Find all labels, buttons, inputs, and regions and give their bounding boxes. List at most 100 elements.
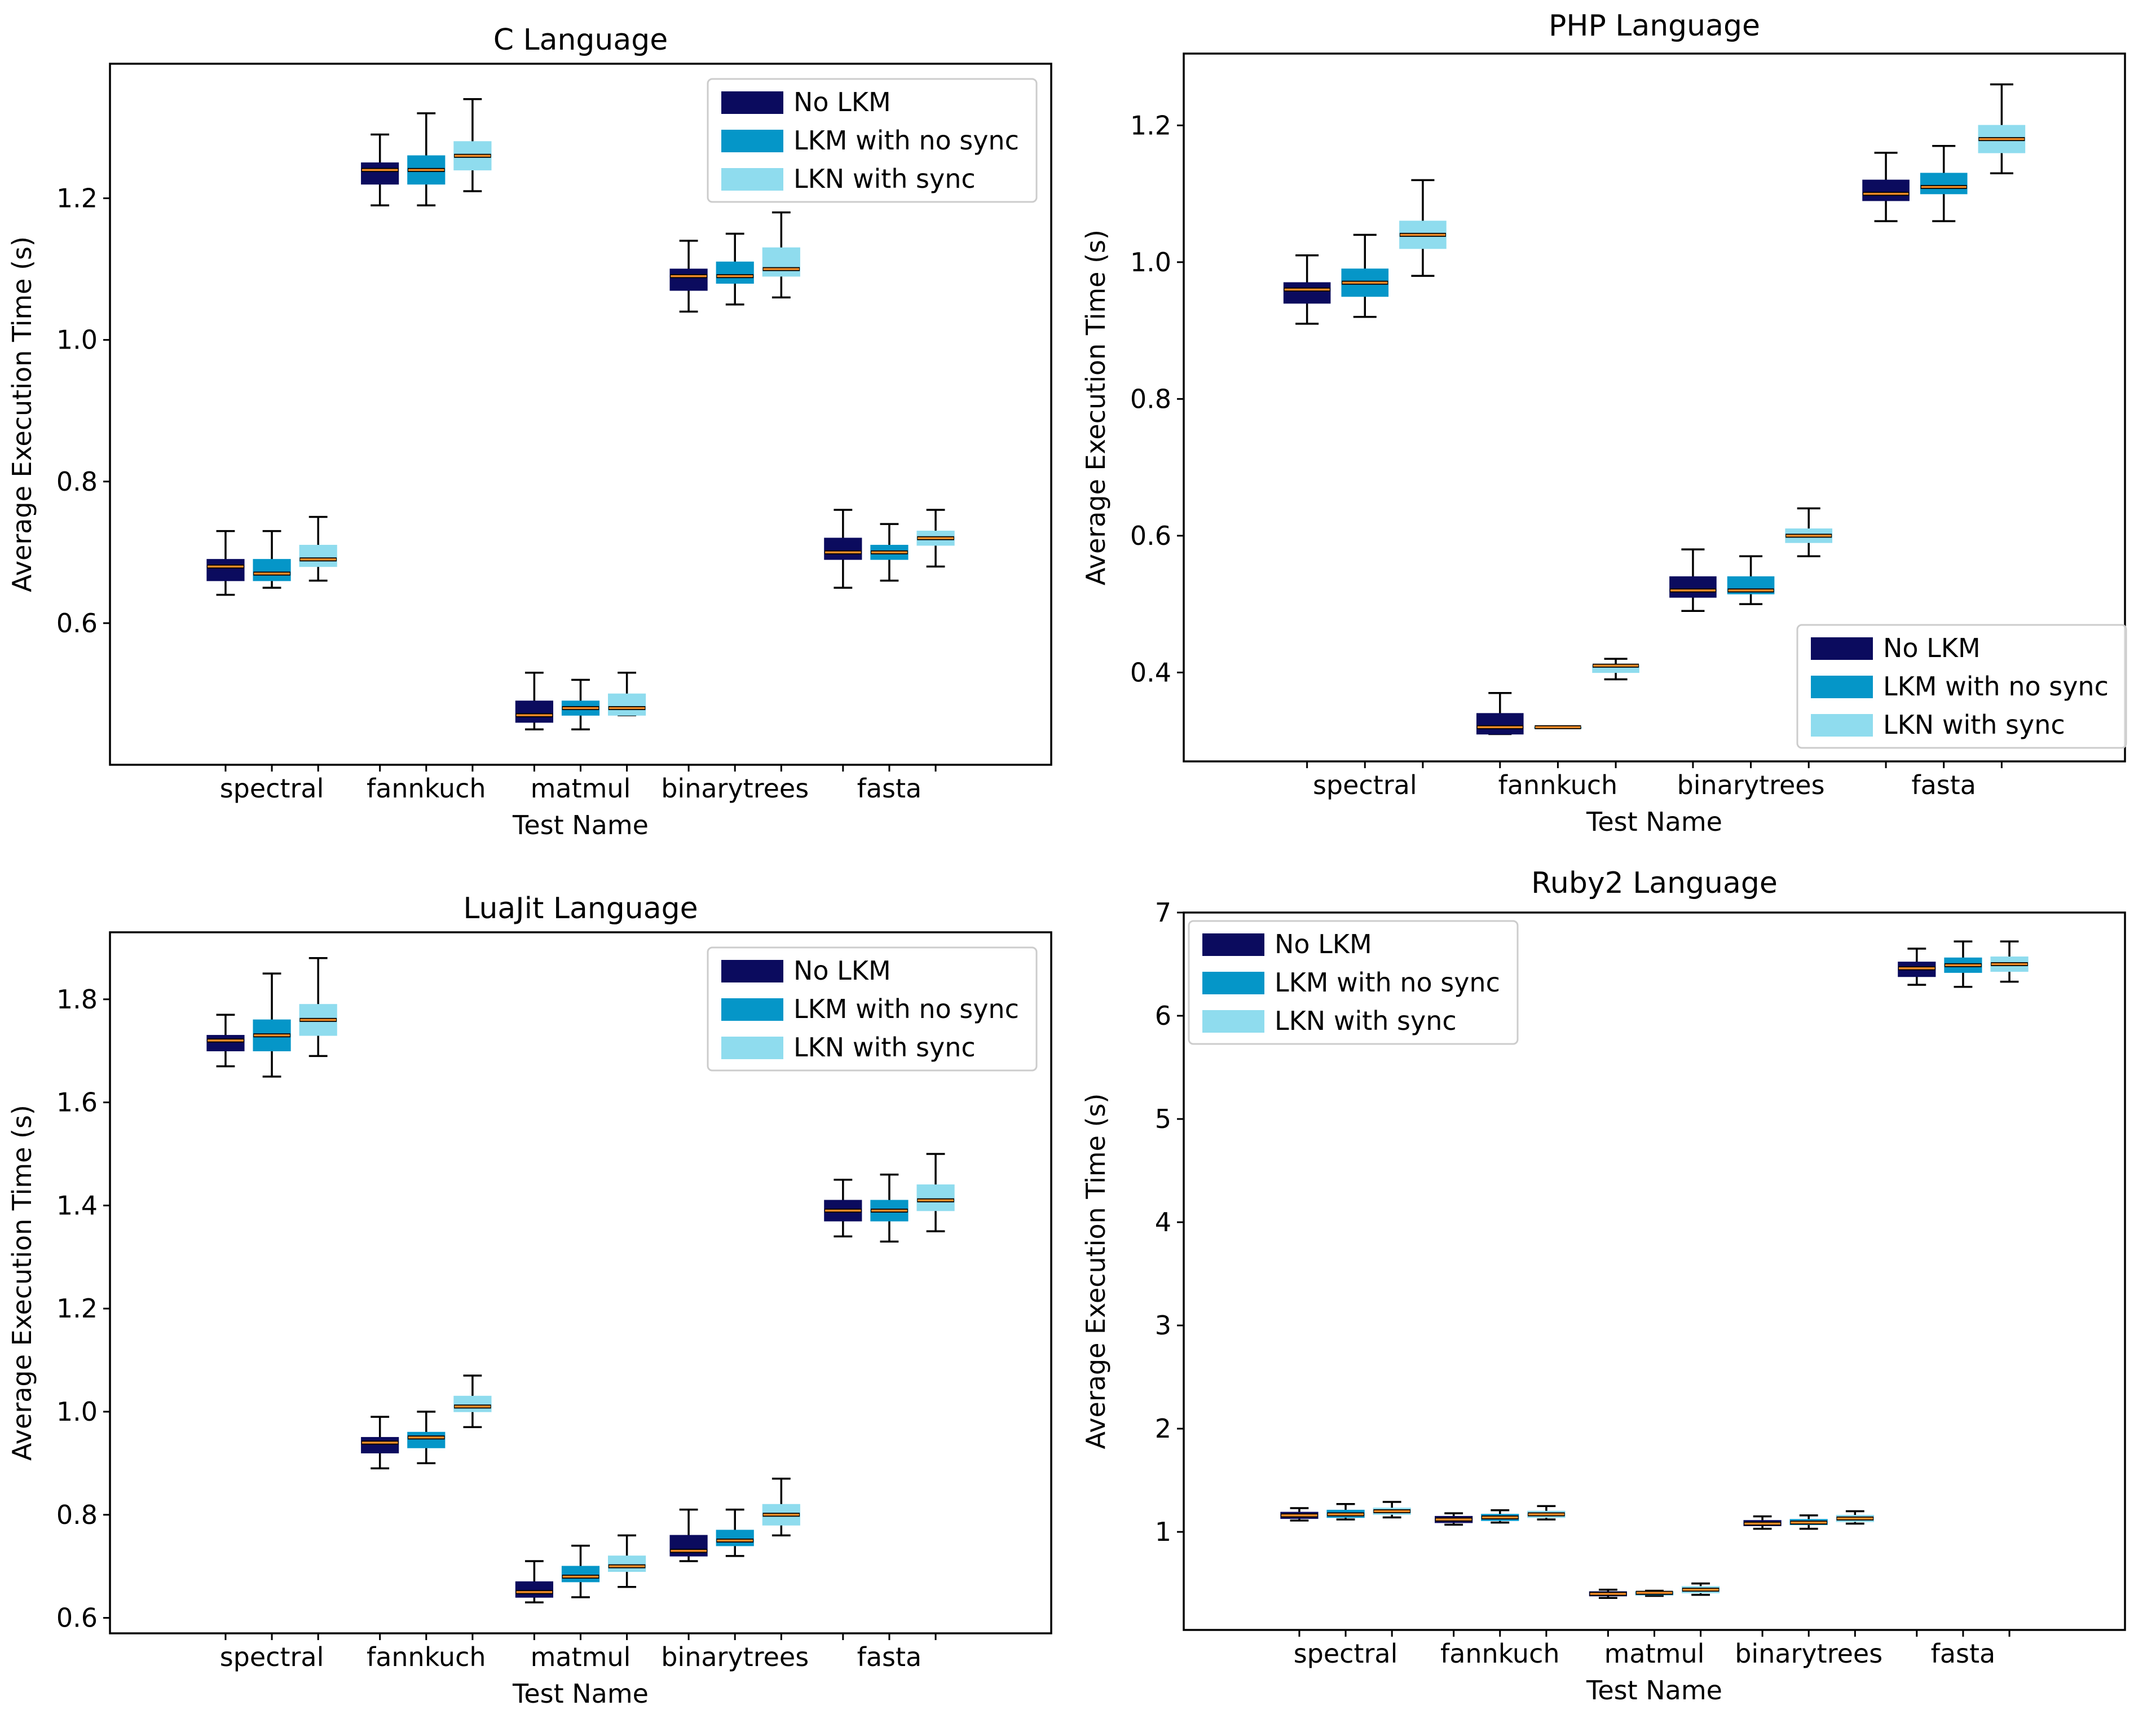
box-matmul-1 <box>515 672 553 730</box>
box-fannkuch-1 <box>1435 1512 1473 1526</box>
box-binarytrees-1 <box>1743 1515 1782 1530</box>
box-binarytrees-2 <box>716 1508 754 1557</box>
legend-swatch <box>1202 1010 1264 1033</box>
box-fannkuch-2 <box>1534 725 1582 729</box>
box-iqr <box>407 1431 446 1448</box>
box-iqr <box>515 1581 553 1598</box>
box-binarytrees-2 <box>716 232 754 306</box>
legend-label: LKM with no sync <box>1275 967 1500 998</box>
x-tick-label: spectral <box>1313 770 1417 800</box>
legend-frame <box>707 946 1038 1072</box>
box-iqr <box>1476 713 1524 735</box>
x-tick-label: binarytrees <box>1677 770 1825 800</box>
legend-label: LKM with no sync <box>793 994 1019 1024</box>
box-fasta-3 <box>916 1153 955 1232</box>
y-tick-label: 0.8 <box>56 1500 98 1530</box>
box-fasta-2 <box>1944 940 1982 988</box>
legend-swatch <box>1811 637 1873 660</box>
box-iqr <box>253 559 291 581</box>
box-fasta-1 <box>824 1178 862 1237</box>
y-tick-label: 0.6 <box>1130 521 1171 551</box>
box-fasta-2 <box>1920 144 1968 222</box>
legend-label: No LKM <box>793 955 891 986</box>
x-tick-label: fannkuch <box>367 773 486 804</box>
legend: No LKM LKM with no sync LKN with sync <box>707 78 1038 203</box>
legend-label: LKN with sync <box>1275 1006 1457 1036</box>
box-binarytrees-1 <box>669 240 708 313</box>
x-tick-label: spectral <box>220 1642 324 1672</box>
box-fannkuch-1 <box>361 1416 399 1470</box>
box-iqr <box>824 537 862 560</box>
box-binarytrees-1 <box>669 1508 708 1562</box>
legend-swatch <box>721 168 783 191</box>
box-iqr <box>762 247 800 277</box>
y-axis-label: Average Execution Time (s) <box>1081 230 1111 585</box>
x-tick-label: fannkuch <box>367 1642 486 1672</box>
legend-label: LKN with sync <box>1883 710 2065 740</box>
y-tick-label: 1.2 <box>1130 110 1171 140</box>
box-matmul-2 <box>1635 1589 1674 1597</box>
box-fannkuch-3 <box>1527 1505 1566 1521</box>
box-fasta-2 <box>870 1173 909 1243</box>
box-iqr <box>1283 282 1331 304</box>
box-spectral-3 <box>299 515 337 582</box>
box-spectral-1 <box>1283 254 1331 325</box>
x-tick-label: fasta <box>1911 770 1976 800</box>
box-spectral-2 <box>253 972 291 1078</box>
box-iqr <box>1669 576 1717 598</box>
box-fannkuch-3 <box>453 98 492 192</box>
y-tick-label: 1.0 <box>1130 247 1171 277</box>
box-fannkuch-2 <box>1481 1509 1519 1524</box>
legend-label: LKM with no sync <box>793 125 1019 156</box>
box-fasta-1 <box>824 509 862 589</box>
box-matmul-2 <box>561 1544 600 1598</box>
y-tick-label: 1.2 <box>56 183 98 214</box>
legend-swatch <box>1811 714 1873 737</box>
x-axis-label: Test Name <box>512 810 649 840</box>
x-tick-label: fasta <box>1931 1638 1996 1669</box>
box-iqr <box>206 1035 245 1051</box>
legend-swatch <box>1811 676 1873 698</box>
box-fasta-3 <box>1990 940 2029 983</box>
box-iqr <box>608 1555 646 1572</box>
box-iqr <box>916 1184 955 1211</box>
box-spectral-3 <box>299 957 337 1057</box>
x-tick-label: fasta <box>857 1642 922 1672</box>
box-fasta-1 <box>1898 948 1936 986</box>
box-matmul-3 <box>608 1534 646 1588</box>
x-tick-label: matmul <box>1604 1638 1705 1669</box>
box-fannkuch-1 <box>361 133 399 206</box>
box-spectral-2 <box>253 530 291 589</box>
x-tick-label: matmul <box>531 1642 631 1672</box>
box-spectral-2 <box>1326 1502 1365 1521</box>
box-spectral-1 <box>206 530 245 596</box>
legend-swatch <box>721 1037 783 1059</box>
legend-frame <box>707 78 1038 203</box>
box-iqr <box>716 1530 754 1546</box>
y-tick-label: 0.8 <box>56 466 98 497</box>
chart-title: PHP Language <box>1549 9 1760 43</box>
box-binarytrees-3 <box>762 211 800 299</box>
chart-3: LuaJit Language 0.6 0.8 1.0 1.2 1.4 1.6 1.8 spec… <box>7 892 1052 1709</box>
x-tick-label: fasta <box>857 773 922 804</box>
y-tick-label: 7 <box>1155 897 1171 928</box>
box-fasta-3 <box>1978 83 2026 174</box>
box-matmul-1 <box>515 1560 553 1603</box>
plot-frame <box>1183 911 2126 1631</box>
legend-swatch <box>721 998 783 1021</box>
box-matmul-1 <box>1589 1588 1627 1599</box>
y-tick-label: 5 <box>1155 1104 1171 1134</box>
box-iqr <box>515 700 553 723</box>
x-tick-label: fannkuch <box>1440 1638 1560 1669</box>
box-iqr <box>299 545 337 567</box>
chart-title: C Language <box>493 23 668 57</box>
box-fannkuch-2 <box>407 112 446 206</box>
box-matmul-2 <box>561 678 600 730</box>
plot-frame <box>109 931 1052 1634</box>
y-tick-label: 1 <box>1155 1517 1171 1547</box>
box-fasta-2 <box>870 523 909 582</box>
x-tick-label: fannkuch <box>1498 770 1618 800</box>
box-iqr <box>561 1566 600 1583</box>
box-fasta-3 <box>916 509 955 568</box>
box-fannkuch-2 <box>407 1411 446 1465</box>
